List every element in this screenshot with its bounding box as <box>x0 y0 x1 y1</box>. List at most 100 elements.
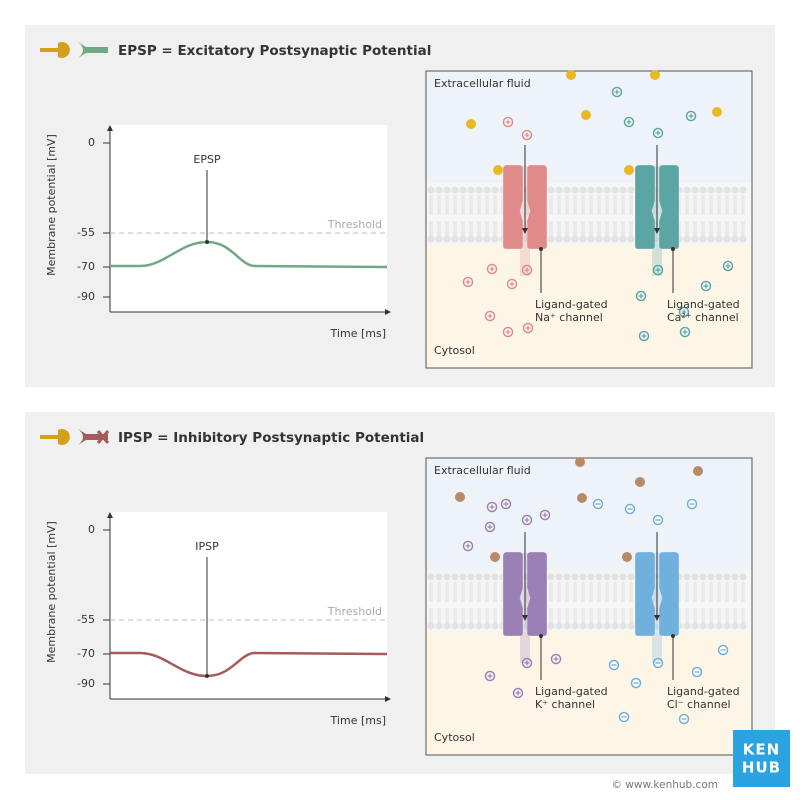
ion-sign <box>626 119 632 125</box>
ligand <box>566 70 576 80</box>
extracellular-region <box>426 71 752 183</box>
ion-sign <box>465 279 471 285</box>
y-axis-label: Membrane potential [mV] <box>45 134 58 276</box>
lipid-head <box>571 186 579 194</box>
lipid-head <box>579 235 587 243</box>
lipid-head <box>611 573 619 581</box>
annotation-label: IPSP <box>195 540 219 553</box>
lipid-tail <box>717 195 721 239</box>
lipid-tail <box>525 582 529 626</box>
lipid-tail <box>469 582 473 626</box>
lipid-head <box>739 186 747 194</box>
ion-sign <box>465 543 471 549</box>
lipid-tail <box>573 582 577 626</box>
lipid-head <box>579 573 587 581</box>
ligand <box>575 457 585 467</box>
channel-ion: Ca²⁺ channel <box>667 311 739 324</box>
lipid-head <box>459 573 467 581</box>
threshold-label: Threshold <box>327 218 382 231</box>
ion-sign <box>638 293 644 299</box>
lipid-head <box>571 573 579 581</box>
lipid-head <box>451 235 459 243</box>
lipid-head <box>627 186 635 194</box>
channel-left <box>502 551 524 637</box>
label-dot <box>671 247 675 251</box>
lipid-tail <box>605 582 609 626</box>
ion-sign <box>505 329 511 335</box>
lipid-tail <box>725 582 729 626</box>
channel-left <box>634 164 656 250</box>
lipid-tail <box>493 195 497 239</box>
lipid-tail <box>597 195 601 239</box>
ion-sign <box>524 132 530 138</box>
lipid-head <box>627 573 635 581</box>
lipid-head <box>603 622 611 630</box>
lipid-tail <box>621 195 625 239</box>
channel-ion: K⁺ channel <box>535 698 595 711</box>
lipid-head <box>491 622 499 630</box>
channel-right <box>658 551 680 637</box>
lipid-head <box>483 573 491 581</box>
lipid-tail <box>461 195 465 239</box>
lipid-head <box>699 573 707 581</box>
lipid-head <box>723 622 731 630</box>
graph-area <box>110 125 387 312</box>
cytosol-label: Cytosol <box>434 731 475 744</box>
lipid-head <box>443 235 451 243</box>
ion-sign <box>503 501 509 507</box>
lipid-head <box>563 235 571 243</box>
lipid-head <box>427 573 435 581</box>
ion-sign <box>489 266 495 272</box>
lipid-head <box>723 186 731 194</box>
annotation-label: EPSP <box>193 153 221 166</box>
lipid-head <box>491 186 499 194</box>
lipid-head <box>683 235 691 243</box>
ion-sign <box>489 504 495 510</box>
lipid-head <box>619 235 627 243</box>
annotation-dot <box>205 674 209 678</box>
lipid-head <box>467 235 475 243</box>
label-dot <box>539 634 543 638</box>
ligand <box>650 70 660 80</box>
lipid-tail <box>629 582 633 626</box>
lipid-tail <box>485 195 489 239</box>
lipid-tail <box>549 195 553 239</box>
ligand <box>490 552 500 562</box>
copyright: © www.kenhub.com <box>611 779 718 791</box>
channel-label: Ligand-gated <box>535 298 608 311</box>
lipid-tail <box>733 582 737 626</box>
lipid-tail <box>685 582 689 626</box>
lipid-head <box>475 235 483 243</box>
lipid-tail <box>613 582 617 626</box>
extracellular-region <box>426 458 752 570</box>
lipid-head <box>715 235 723 243</box>
ligand <box>624 165 634 175</box>
lipid-head <box>611 622 619 630</box>
lipid-tail <box>429 195 433 239</box>
cell-border <box>425 70 753 369</box>
lipid-head <box>491 573 499 581</box>
lipid-head <box>547 573 555 581</box>
y-tick-label: -55 <box>77 226 95 239</box>
lipid-tail <box>589 195 593 239</box>
lipid-head <box>547 622 555 630</box>
lipid-head <box>443 622 451 630</box>
lipid-tail <box>653 195 657 239</box>
lipid-head <box>731 622 739 630</box>
lipid-head <box>427 622 435 630</box>
lipid-head <box>731 186 739 194</box>
lipid-tail <box>557 195 561 239</box>
lipid-tail <box>573 195 577 239</box>
ligand <box>493 165 503 175</box>
lipid-tail <box>741 582 745 626</box>
lipid-tail <box>741 195 745 239</box>
lipid-tail <box>597 582 601 626</box>
lipid-tail <box>445 582 449 626</box>
lipid-head <box>427 235 435 243</box>
lipid-tail <box>477 582 481 626</box>
channel-label: Ligand-gated <box>535 685 608 698</box>
lipid-head <box>603 235 611 243</box>
x-axis-label: Time [ms] <box>330 327 386 340</box>
cytosol-label: Cytosol <box>434 344 475 357</box>
